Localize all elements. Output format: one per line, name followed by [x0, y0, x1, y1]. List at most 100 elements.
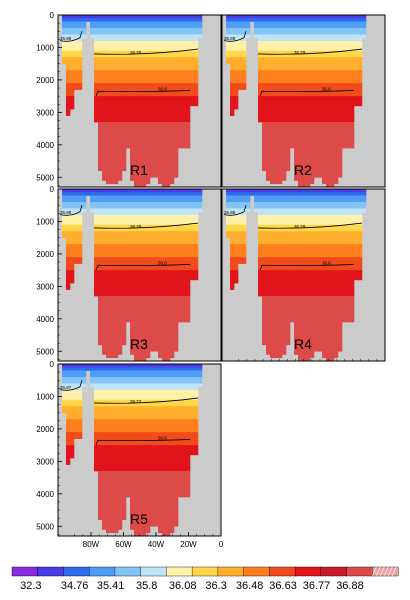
- contour-label-upper: 36.27: [130, 399, 142, 404]
- y-tick-label: 2000: [36, 425, 54, 434]
- panel-label: R4: [294, 336, 312, 352]
- contour-label-upper-left: 35.89: [60, 36, 72, 41]
- contours: [59, 380, 199, 446]
- panel-r2: 35.88 36.29 36.8 R2: [221, 14, 386, 188]
- y-tick-label: 1000: [36, 217, 54, 226]
- colorbar-swatch: [320, 566, 348, 577]
- contour-label-upper: 36.29: [130, 224, 142, 229]
- contour-label-upper: 36.29: [130, 50, 142, 55]
- y-tick-label: 1000: [36, 43, 54, 52]
- contour-label-upper-left: 35.88: [224, 36, 236, 41]
- colorbar-label: 35.8: [136, 580, 157, 592]
- contour-label-upper: 36.29: [294, 224, 306, 229]
- contour-line-lower: [95, 89, 191, 97]
- contour-line-lower: [259, 263, 355, 271]
- colorbar-swatch: [37, 566, 64, 577]
- y-tick-label: 5000: [36, 173, 54, 182]
- y-axis: 0 1000 2000 3000 4000 5000: [36, 11, 62, 186]
- y-tick-label: 2000: [36, 250, 54, 259]
- contour-line-lower: [259, 89, 355, 97]
- colorbar-swatch: [372, 566, 399, 577]
- x-tick-label: 20W: [180, 540, 197, 549]
- contour-label-upper: 36.29: [294, 50, 306, 55]
- contour-line-upper: [93, 48, 199, 55]
- colorbar-label: 34.76: [61, 580, 89, 592]
- contours: [59, 31, 199, 97]
- contour-line-upper: [257, 48, 363, 55]
- y-tick-label: 2000: [36, 76, 54, 85]
- panels: 35.8936.2936.8R101000200030004000500035.…: [36, 11, 386, 549]
- contour-line-upper-left: [59, 31, 83, 42]
- contour-label-lower: 36.8: [322, 87, 331, 92]
- colorbar-label: 36.77: [303, 580, 331, 592]
- contour-line-upper: [93, 397, 199, 404]
- panel-label: R5: [130, 511, 148, 527]
- y-tick-label: 0: [50, 185, 55, 194]
- colorbar-swatch: [88, 566, 116, 577]
- panel-r3: 35.89 36.29 36.8 R3 0 1000 2000 3000 4000 5000: [36, 185, 222, 362]
- x-axis: 80W 60W 40W 20W 0: [74, 532, 224, 549]
- y-axis: 0 1000 2000 3000 4000 5000: [36, 360, 62, 535]
- panel-frame: [57, 188, 222, 362]
- colorbar-swatch: [191, 566, 219, 577]
- contour-line-upper-left: [223, 31, 247, 42]
- contour-label-lower: 36.8: [158, 436, 167, 441]
- x-tick-label: 80W: [83, 540, 100, 549]
- panel-label: R2: [294, 162, 312, 178]
- y-tick-label: 0: [50, 360, 55, 369]
- y-tick-label: 4000: [36, 141, 54, 150]
- colorbar-swatch: [11, 566, 39, 577]
- contour-label-upper-left: 35.87: [60, 385, 72, 390]
- panel-label: R3: [130, 336, 148, 352]
- colorbar-label: 36.3: [205, 580, 226, 592]
- contour-line-upper-left: [223, 205, 247, 216]
- colorbar-swatch: [140, 566, 167, 577]
- colorbar-swatch: [63, 566, 90, 577]
- colorbar-label: 36.48: [236, 580, 264, 592]
- colorbar-swatch: [114, 566, 142, 577]
- contour-label-upper-left: 35.89: [224, 210, 236, 215]
- colorbar-swatch: [294, 566, 322, 577]
- colorbar: 32.3 34.76 35.41 35.8 36.08 36.3 36.48 36.63 36.…: [11, 566, 399, 592]
- colorbar-swatch: [269, 566, 296, 577]
- panel-r1: 35.89 36.29 36.8 R1 0 1000 2000 3000 4000 5000: [36, 11, 222, 188]
- y-tick-label: 5000: [36, 347, 54, 356]
- ocean-section: [62, 189, 203, 362]
- ocean-section: [226, 15, 367, 188]
- colorbar-swatch: [346, 566, 373, 577]
- y-axis: 0 1000 2000 3000 4000 5000: [36, 185, 62, 360]
- panel-r4: 35.89 36.29 36.8 R4: [221, 188, 386, 362]
- y-tick-label: 4000: [36, 315, 54, 324]
- contour-label-lower: 36.8: [322, 261, 331, 266]
- x-tick-label: 0: [219, 540, 224, 549]
- colorbar-label: 36.63: [269, 580, 297, 592]
- y-tick-label: 3000: [36, 282, 54, 291]
- contours: [223, 31, 363, 97]
- contour-label-lower: 36.8: [158, 87, 167, 92]
- y-tick-label: 3000: [36, 457, 54, 466]
- contours: [59, 205, 199, 271]
- contour-line-upper: [93, 222, 199, 229]
- y-tick-label: 1000: [36, 392, 54, 401]
- y-tick-label: 4000: [36, 490, 54, 499]
- y-tick-label: 5000: [36, 522, 54, 531]
- colorbar-label: 35.41: [97, 580, 125, 592]
- colorbar-label: 32.3: [20, 580, 41, 592]
- panel-label: R1: [130, 162, 148, 178]
- contour-line-upper-left: [59, 205, 83, 216]
- colorbar-swatch: [166, 566, 193, 577]
- panel-frame: [221, 14, 386, 188]
- x-axis: [238, 359, 386, 361]
- contour-line-upper-left: [59, 380, 83, 391]
- contour-label-upper-left: 35.89: [60, 210, 72, 215]
- ocean-section: [62, 364, 203, 537]
- contours: [223, 205, 363, 271]
- contour-line-lower: [95, 263, 191, 271]
- x-tick-label: 60W: [115, 540, 132, 549]
- ocean-section: [226, 189, 367, 362]
- panel-frame: [57, 14, 222, 188]
- ocean-section: [62, 15, 203, 188]
- contour-line-upper: [257, 222, 363, 229]
- contour-label-lower: 36.8: [158, 261, 167, 266]
